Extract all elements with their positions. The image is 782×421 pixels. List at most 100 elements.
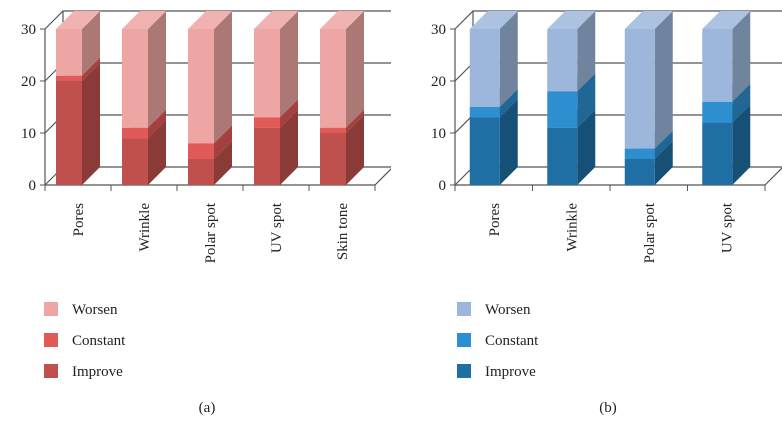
bar-uv-spot-worsen <box>702 11 751 102</box>
bar-side <box>654 11 673 149</box>
bar-side <box>82 63 100 185</box>
bar-front <box>122 138 148 185</box>
bar-top <box>702 11 751 29</box>
bar-front <box>254 117 280 128</box>
bar-side <box>499 89 518 118</box>
bar-front <box>469 117 500 185</box>
x-tick-label-skin-tone: Skin tone <box>335 203 351 260</box>
bars <box>56 11 364 185</box>
bar-side <box>280 11 298 118</box>
x-tick-label-polar-spot: Polar spot <box>642 202 658 263</box>
bar-side <box>499 99 518 185</box>
bar-front <box>56 81 82 185</box>
bar-side <box>280 109 298 185</box>
x-tick-label-uv-spot: UV spot <box>269 202 285 253</box>
bar-side <box>214 141 232 185</box>
bar-front <box>547 127 578 185</box>
bar-side <box>346 115 364 185</box>
bar-top <box>469 11 518 29</box>
y-tick-label-0: 0 <box>29 178 37 194</box>
bar-pores-improve <box>469 99 518 185</box>
bar-side <box>654 141 673 185</box>
bar-top <box>56 11 100 29</box>
bar-wrinkle-worsen <box>122 11 166 128</box>
bar-front <box>122 127 148 139</box>
bar-side <box>148 109 166 139</box>
panel-label: (a) <box>199 400 216 416</box>
y-tick-label-20: 20 <box>21 74 36 90</box>
bar-polar-spot-worsen <box>188 11 232 144</box>
bar-front <box>320 133 346 185</box>
bar-front <box>188 159 214 185</box>
x-tick-label-pores: Pores <box>487 203 503 236</box>
legend-label-worsen: Worsen <box>72 302 118 318</box>
bar-front <box>624 29 655 149</box>
bar-side <box>577 109 596 185</box>
bar-front <box>188 29 214 144</box>
bar-wrinkle-worsen <box>547 11 596 92</box>
y-tick-label-10: 10 <box>21 126 36 142</box>
floor-right-edge <box>764 167 782 186</box>
legend-label-constant: Constant <box>72 333 126 349</box>
bar-side <box>148 120 166 185</box>
bar-front <box>254 127 280 185</box>
bar-side <box>82 57 100 81</box>
legend-label-worsen: Worsen <box>485 302 531 318</box>
legend-swatch-constant <box>457 333 471 347</box>
y-tick-label-0: 0 <box>439 178 447 194</box>
y-tick-label-10: 10 <box>431 126 446 142</box>
bar-side <box>214 125 232 159</box>
bar-side <box>82 11 100 76</box>
chart-a: 0 10 20 30 Pores Wrinkle Polar spot UV spot Skin… <box>21 10 391 416</box>
bar-polar-spot-worsen <box>624 11 673 149</box>
bar-side <box>732 104 751 185</box>
bar-front <box>320 127 346 133</box>
bar-top <box>547 11 596 29</box>
bar-front <box>188 143 214 159</box>
x-tick-label-wrinkle: Wrinkle <box>564 203 580 252</box>
x-tick-label-uv-spot: UV spot <box>719 202 735 253</box>
bar-side <box>499 11 518 107</box>
bar-side <box>577 73 596 128</box>
bar-top <box>320 11 364 29</box>
bar-side <box>148 11 166 128</box>
bar-pores-worsen <box>469 11 518 107</box>
bar-front <box>469 107 500 118</box>
bar-top <box>122 11 166 29</box>
bar-front <box>624 159 655 185</box>
legend-swatch-improve <box>457 364 471 378</box>
bar-front <box>702 122 733 185</box>
bar-pores-worsen <box>56 11 100 76</box>
bar-side <box>280 99 298 128</box>
legend-swatch-worsen <box>44 302 58 316</box>
y-tick-label-30: 30 <box>431 22 446 38</box>
legend-label-improve: Improve <box>485 364 536 380</box>
legend: Worsen Constant Improve <box>457 302 539 380</box>
bar-side <box>732 11 751 102</box>
legend-swatch-improve <box>44 364 58 378</box>
bar-side <box>346 109 364 133</box>
legend-label-constant: Constant <box>485 333 539 349</box>
bar-front <box>320 29 346 128</box>
panel-label: (b) <box>599 400 617 416</box>
bar-front <box>56 29 82 76</box>
legend-swatch-worsen <box>457 302 471 316</box>
bar-front <box>547 91 578 128</box>
bar-side <box>346 11 364 128</box>
bars <box>469 11 751 185</box>
bar-front <box>547 29 578 92</box>
bar-front <box>469 29 500 107</box>
bar-front <box>702 101 733 123</box>
bar-pores-improve <box>56 63 100 185</box>
bar-front <box>624 148 655 159</box>
legend-label-improve: Improve <box>72 364 123 380</box>
legend: Worsen Constant Improve <box>44 302 126 380</box>
floor-right-edge <box>374 168 391 186</box>
x-tick-label-pores: Pores <box>71 203 87 236</box>
bar-side <box>732 83 751 123</box>
legend-swatch-constant <box>44 333 58 347</box>
bar-top <box>188 11 232 29</box>
bar-front <box>122 29 148 128</box>
bar-front <box>56 75 82 81</box>
